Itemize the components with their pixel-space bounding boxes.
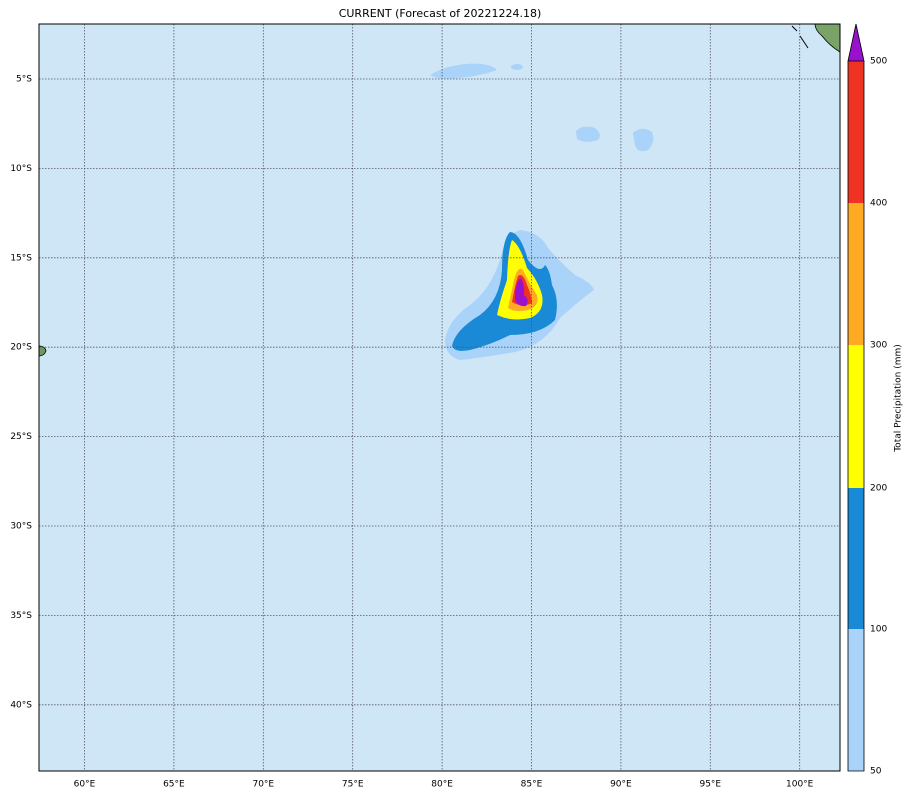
lat-label: 25°S	[10, 432, 32, 442]
ocean	[39, 24, 840, 771]
colorbar-label: Total Precipitation (mm)	[894, 344, 904, 453]
lon-label: 90°E	[610, 780, 632, 790]
lat-label: 20°S	[10, 343, 32, 353]
lat-label: 5°S	[16, 75, 32, 85]
lon-label: 60°E	[74, 780, 96, 790]
colorbar-level: 300	[870, 341, 887, 351]
lat-label: 40°S	[10, 700, 32, 710]
lon-label: 80°E	[431, 780, 453, 790]
lon-label: 95°E	[699, 780, 721, 790]
graticule	[39, 24, 840, 771]
lon-label: 100°E	[786, 780, 814, 790]
colorbar-level: 500	[870, 57, 887, 67]
land	[38, 23, 841, 357]
lat-label: 10°S	[10, 164, 32, 174]
colorbar-level: 100	[870, 625, 887, 635]
colorbar-level: 200	[870, 484, 887, 494]
lat-label: 30°S	[10, 522, 32, 532]
map-title: CURRENT (Forecast of 20221224.18)	[339, 7, 542, 20]
lat-label: 15°S	[10, 253, 32, 263]
lon-label: 75°E	[342, 780, 364, 790]
lat-label: 35°S	[10, 611, 32, 621]
colorbar	[847, 23, 865, 772]
map-frame	[38, 23, 841, 772]
colorbar-level: 400	[870, 199, 887, 209]
precip	[430, 63, 654, 360]
lon-label: 85°E	[521, 780, 543, 790]
lon-label: 70°E	[252, 780, 274, 790]
colorbar-level: 50	[870, 767, 882, 777]
lon-label: 65°E	[163, 780, 185, 790]
